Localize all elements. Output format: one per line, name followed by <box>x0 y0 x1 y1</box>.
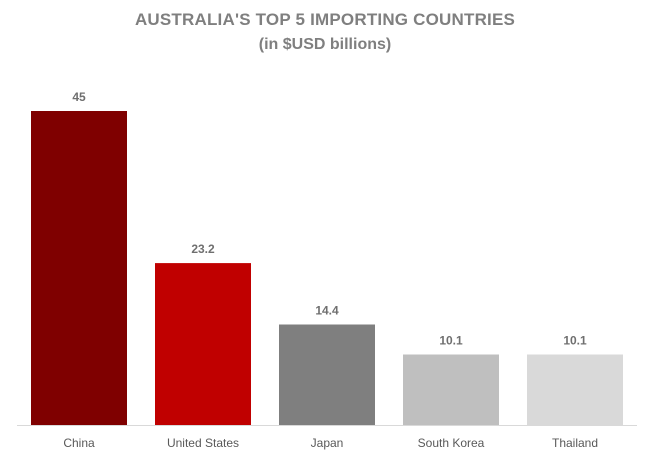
bars-group <box>31 111 623 425</box>
x-tick-label-south-korea: South Korea <box>418 436 485 450</box>
x-tick-label-thailand: Thailand <box>552 436 598 450</box>
chart-subtitle: (in $USD billions) <box>258 36 392 53</box>
bar-south-korea <box>403 354 499 425</box>
x-tick-labels-group: China United States Japan South Korea Thaila… <box>63 436 598 450</box>
data-label-china: 45 <box>72 90 86 104</box>
data-label-united-states: 23.2 <box>191 242 215 256</box>
data-label-south-korea: 10.1 <box>439 334 463 348</box>
x-tick-label-japan: Japan <box>311 436 344 450</box>
x-tick-label-united-states: United States <box>167 436 239 450</box>
chart-title: AUSTRALIA'S TOP 5 IMPORTING COUNTRIES <box>134 10 516 29</box>
bar-united-states <box>155 263 251 425</box>
data-label-thailand: 10.1 <box>563 334 587 348</box>
data-labels-group: 45 23.2 14.4 10.1 10.1 <box>72 90 587 348</box>
data-label-japan: 14.4 <box>315 304 339 318</box>
bar-japan <box>279 324 375 425</box>
x-tick-label-china: China <box>63 436 95 450</box>
bar-thailand <box>527 354 623 425</box>
bar-china <box>31 111 127 425</box>
